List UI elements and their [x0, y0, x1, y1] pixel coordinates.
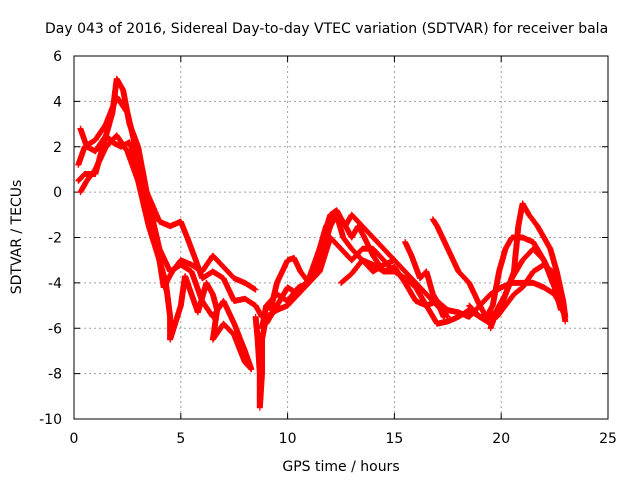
x-tick-label: 5 — [176, 431, 185, 447]
data-series-track-d — [77, 132, 255, 373]
chart-title: Day 043 of 2016, Sidereal Day-to-day VTE… — [45, 21, 608, 37]
x-tick-label: 25 — [599, 431, 617, 447]
plot-frame — [73, 55, 609, 420]
data-series-track-n — [493, 261, 569, 325]
y-tick-label: -4 — [48, 276, 62, 292]
plot-area — [75, 75, 569, 411]
y-tick-label: 0 — [53, 185, 62, 201]
x-tick-label: 15 — [385, 431, 403, 447]
y-tick-label: 6 — [53, 49, 62, 65]
y-axis-label: SDTVAR / TECUs — [9, 180, 25, 295]
x-tick-label: 0 — [70, 431, 79, 447]
y-tick-label: -8 — [48, 367, 62, 383]
y-tick-label: 2 — [53, 140, 62, 156]
x-tick-label: 20 — [492, 431, 510, 447]
x-tick-label: 10 — [279, 431, 297, 447]
x-axis-label: GPS time / hours — [282, 459, 399, 475]
axis-ticks: 0 5 10 15 20 25 -10 -8 -6 -4 -2 0 2 4 6 — [39, 49, 617, 447]
y-tick-label: -2 — [48, 231, 62, 247]
data-series-track-i — [338, 257, 565, 320]
y-tick-label: -10 — [39, 412, 62, 428]
y-tick-label: -6 — [48, 321, 62, 337]
data-series-track-j — [402, 239, 451, 320]
y-tick-label: 4 — [53, 94, 62, 110]
